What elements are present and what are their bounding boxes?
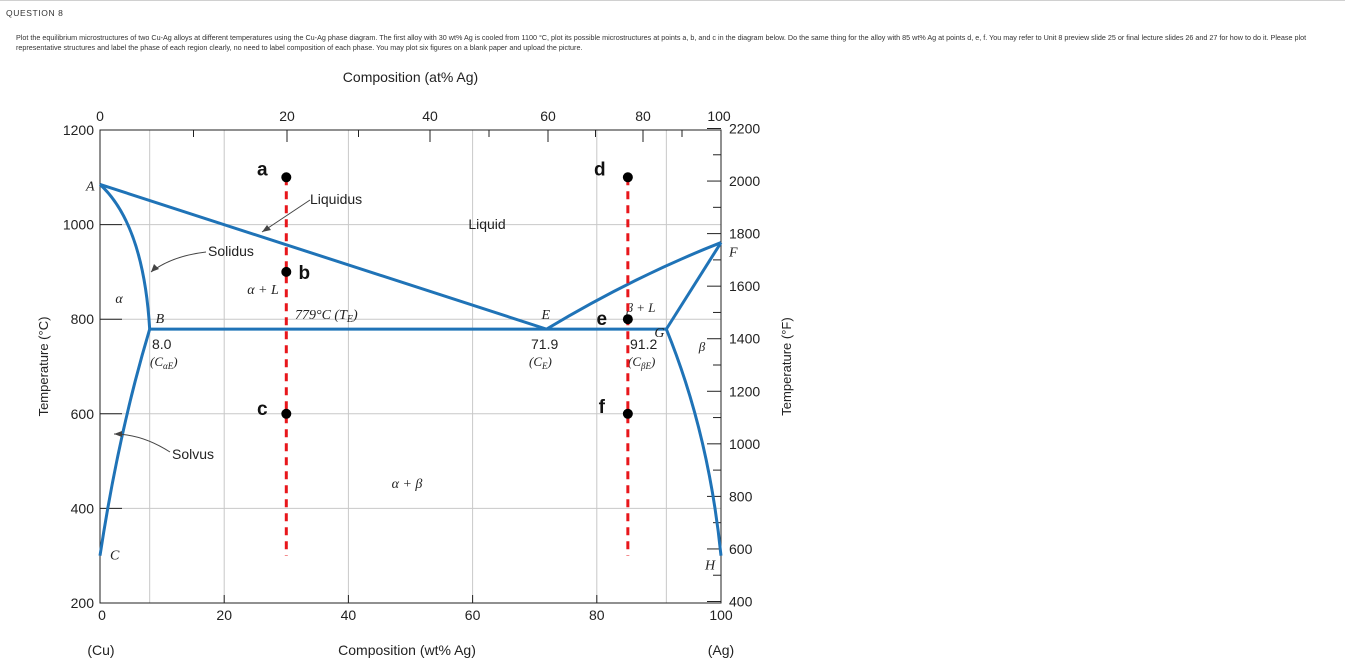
cu-end-label: (Cu)	[87, 642, 114, 658]
point-c-label: c	[257, 399, 268, 420]
right-tick-label: 2200	[729, 121, 760, 137]
right-tick-label: 1600	[729, 278, 760, 294]
composition-symbol: (CαE)	[150, 354, 178, 371]
right-tick-label: 1400	[729, 331, 760, 347]
left-tick-label: 600	[71, 406, 95, 422]
boundary-point-G: G	[654, 326, 664, 341]
bottom-tick-label: 0	[98, 607, 106, 623]
solidus-pointer	[150, 251, 207, 273]
boundary-point-A: A	[85, 179, 95, 194]
point-a-marker	[281, 172, 292, 183]
left-tick-label: 400	[71, 500, 95, 516]
liquidus-label: Liquidus	[310, 191, 362, 207]
right-tick-label: 400	[729, 594, 753, 610]
region-beta-liquid: β + L	[626, 300, 656, 315]
boundary-point-E: E	[540, 308, 550, 323]
region-alpha-liquid: α + L	[247, 283, 279, 298]
question-instructions: Plot the equilibrium microstructures of …	[16, 33, 1307, 52]
top-divider	[0, 0, 1345, 1]
right-tick-label: 800	[729, 488, 753, 504]
point-d-label: d	[594, 159, 606, 180]
solidus-label: Solidus	[208, 243, 254, 259]
point-a-label: a	[257, 159, 268, 180]
top-tick-label: 20	[279, 108, 295, 124]
bottom-tick-label: 60	[465, 607, 481, 623]
boundary-point-H: H	[704, 559, 716, 574]
composition-value: 71.9	[531, 336, 558, 352]
top-axis-title: Composition (at% Ag)	[343, 69, 478, 85]
plot-frame	[99, 129, 722, 604]
point-e-marker	[622, 314, 633, 325]
liquidus-line-right	[545, 241, 722, 331]
left-axis-title: Temperature (°C)	[36, 317, 51, 417]
ag-end-label: (Ag)	[708, 642, 734, 658]
point-d-marker	[622, 172, 633, 183]
bottom-tick-label: 80	[589, 607, 605, 623]
top-tick-label: 40	[422, 108, 438, 124]
solidus-line-right	[665, 241, 723, 330]
right-tick-label: 1000	[729, 436, 760, 452]
solidus-line-left	[98, 183, 152, 330]
region-alpha: α	[115, 292, 123, 307]
top-tick-label: 100	[707, 108, 731, 124]
boundary-point-C: C	[110, 549, 120, 564]
left-tick-label: 800	[71, 311, 95, 327]
right-tick-label: 2000	[729, 173, 760, 189]
solvus-arrowhead	[114, 431, 122, 437]
eutectic-temperature-label: 779°C (TE)	[295, 308, 358, 325]
region-alpha-beta: α + β	[392, 477, 423, 492]
liquidus-arrowhead	[262, 225, 271, 232]
top-tick-label: 60	[540, 108, 556, 124]
left-tick-label: 200	[71, 595, 95, 611]
composition-symbol: (CE)	[529, 354, 552, 371]
liquidus-line-left	[99, 182, 547, 331]
point-f-label: f	[599, 397, 606, 418]
point-f-marker	[622, 408, 633, 419]
solvus-line-left	[98, 328, 152, 556]
solvus-label: Solvus	[172, 446, 214, 462]
point-c-marker	[281, 408, 292, 419]
composition-value: 8.0	[152, 336, 172, 352]
bottom-axis-title: Composition (wt% Ag)	[338, 642, 476, 658]
right-axis-title: Temperature (°F)	[779, 317, 794, 415]
solvus-line-right	[664, 328, 723, 556]
point-b-label: b	[298, 263, 310, 284]
top-tick-label: 80	[635, 108, 651, 124]
bottom-tick-label: 40	[341, 607, 357, 623]
composition-value: 91.2	[630, 336, 657, 352]
region-beta: β	[698, 339, 706, 354]
solidus-arrowhead	[151, 264, 159, 272]
left-tick-label: 1000	[63, 217, 94, 233]
bottom-tick-label: 20	[216, 607, 232, 623]
point-b-marker	[281, 266, 292, 277]
point-e-label: e	[597, 309, 608, 330]
right-tick-label: 1200	[729, 383, 760, 399]
right-tick-label: 1800	[729, 226, 760, 242]
composition-symbol: (CβE)	[628, 354, 655, 371]
top-tick-label: 0	[96, 108, 104, 124]
left-tick-label: 1200	[63, 122, 94, 138]
boundary-point-B: B	[156, 312, 165, 327]
question-title: QUESTION 8	[6, 8, 64, 18]
boundary-point-F: F	[728, 246, 738, 261]
bottom-tick-label: 100	[709, 607, 733, 623]
region-liquid: Liquid	[468, 216, 505, 232]
right-tick-label: 600	[729, 541, 753, 557]
liquidus-pointer	[261, 199, 311, 233]
